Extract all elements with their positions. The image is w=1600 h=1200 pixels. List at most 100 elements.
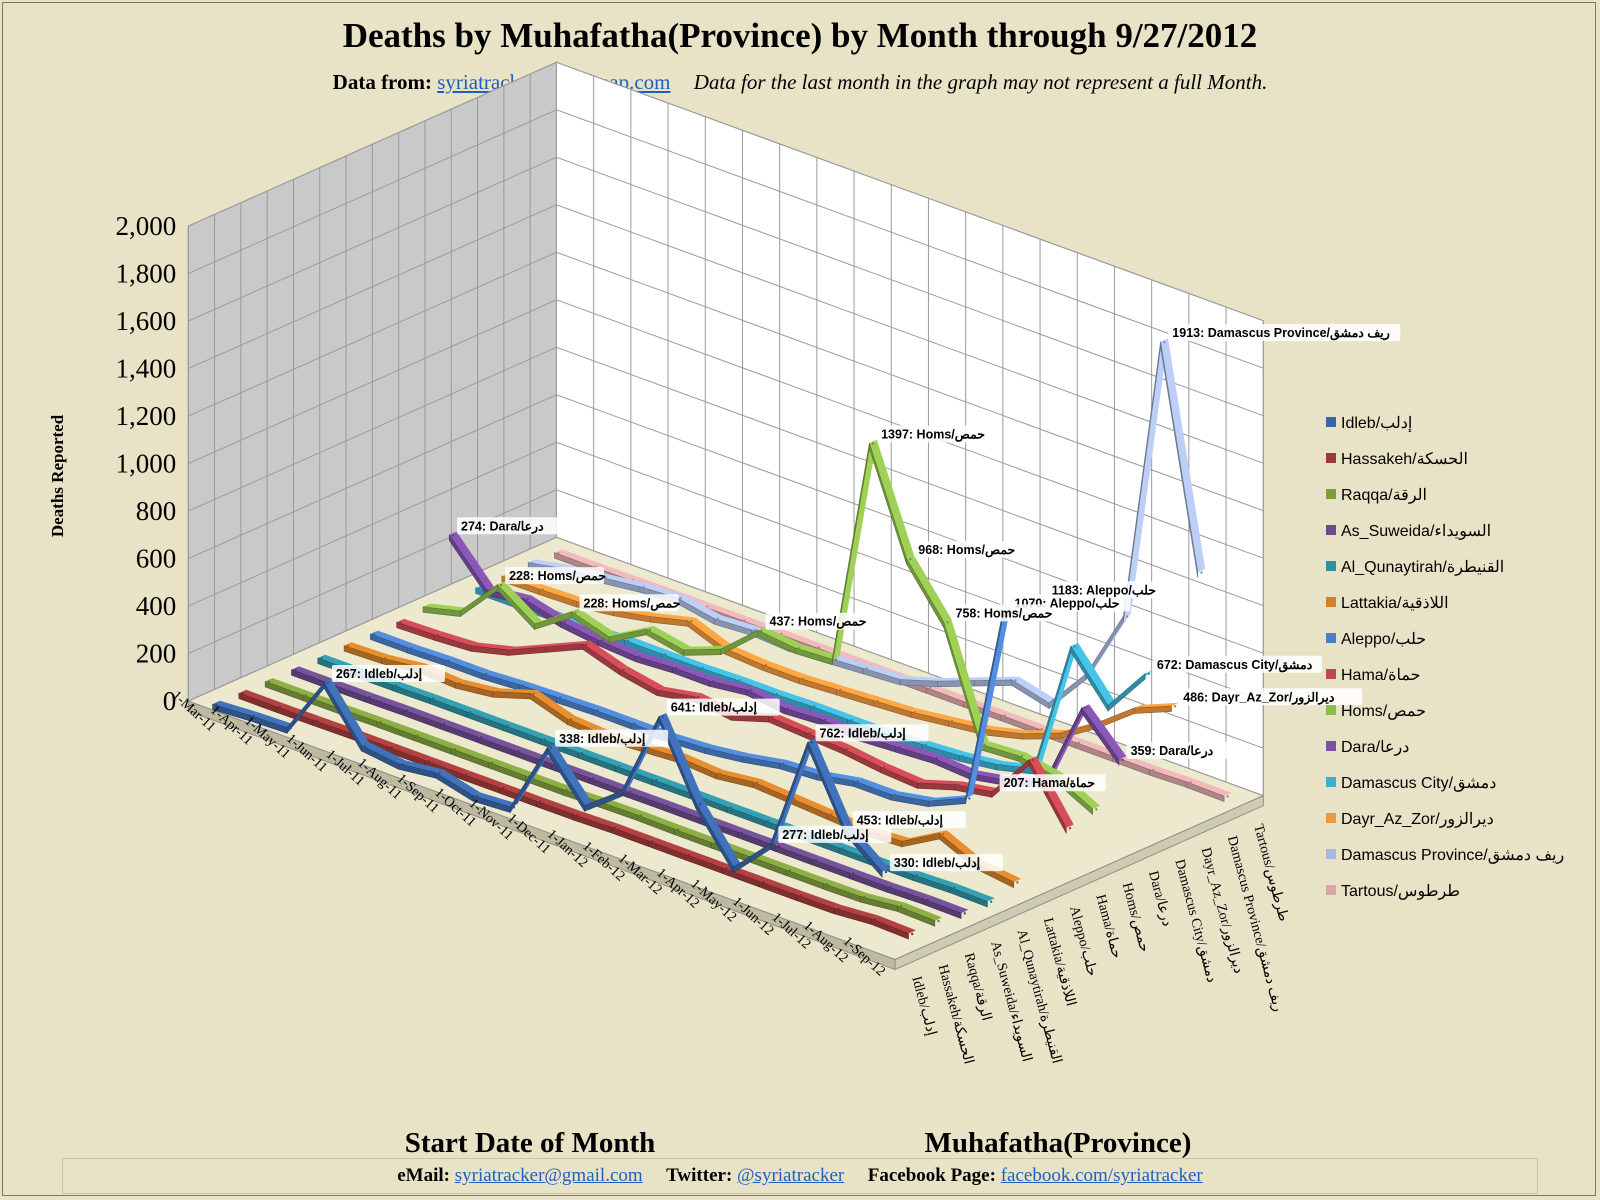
series-segment-top	[1075, 739, 1120, 756]
series-segment-top	[396, 618, 442, 635]
series-segment-top	[659, 713, 704, 804]
data-point	[773, 842, 776, 846]
data-point	[957, 783, 960, 787]
facebook-label: Facebook Page:	[867, 1165, 996, 1186]
y-tick-label: 1,600	[116, 306, 177, 336]
data-point	[707, 747, 711, 750]
chart-title: Deaths by Muhafatha(Province) by Month t…	[342, 16, 1258, 55]
series-al-qunaytirah	[317, 654, 995, 908]
legend-swatch	[1326, 417, 1336, 427]
series-segment-top	[547, 744, 592, 806]
facebook-link[interactable]: facebook.com/syriatracker	[1000, 1165, 1203, 1186]
series-segment-top	[869, 439, 914, 559]
data-point	[438, 771, 441, 775]
legend-label: Lattakia/اللاذقية	[1341, 595, 1449, 612]
series-segment-top	[449, 531, 494, 590]
series-segment-top	[635, 652, 680, 668]
data-label: 1183: Aleppo/حلب	[1047, 581, 1168, 599]
data-point	[988, 728, 991, 732]
data-point	[753, 629, 757, 632]
series-segment-top	[528, 559, 573, 569]
data-point	[278, 705, 281, 709]
series-segment-top	[591, 563, 637, 580]
data-point	[926, 898, 929, 901]
data-point	[929, 686, 932, 690]
twitter-link[interactable]: @syriatracker	[737, 1165, 845, 1186]
data-label: 277: Idleb/إدلب	[778, 825, 892, 843]
series-segment-top	[943, 618, 989, 745]
data-point	[506, 724, 509, 727]
data-point	[679, 597, 682, 600]
data-label: 437: Homs/حمص	[765, 612, 867, 630]
series-as-suweida	[291, 666, 969, 920]
y-axis-ticks: 0 200 400 600 800 1,000 1,200 1,400 1,600 1,800 2,…	[116, 211, 177, 716]
data-point	[893, 793, 897, 797]
series-segment-top	[657, 686, 702, 697]
data-point	[480, 736, 483, 739]
series-segment-top	[451, 745, 496, 763]
series-segment-top	[609, 625, 654, 637]
series-segment-top	[291, 666, 337, 684]
data-label: 968: Homs/حمص	[914, 540, 1016, 558]
email-link[interactable]: syriatracker@gmail.com	[454, 1165, 643, 1186]
data-label-text: 453: Idleb/إدلب	[857, 813, 944, 828]
legend-label: Dara/درعا	[1341, 739, 1409, 756]
data-label: 762: Idleb/إدلب	[815, 724, 929, 742]
series-segment-top	[249, 712, 295, 728]
data-point	[617, 765, 621, 768]
data-point	[383, 657, 387, 660]
series-segment-top	[748, 853, 794, 870]
series-segment-top	[344, 642, 389, 658]
data-point	[788, 869, 791, 872]
series-segment-top	[361, 742, 406, 764]
data-point	[600, 639, 603, 642]
data-point	[490, 761, 494, 764]
series-segment-top	[626, 788, 671, 805]
h-gridline	[188, 536, 1264, 797]
legend-label: As_Suweida/السويداء	[1341, 523, 1491, 540]
series-segment-top	[746, 686, 792, 709]
series-segment-top	[672, 664, 718, 681]
series-segment-top	[473, 792, 518, 807]
data-point	[633, 722, 636, 725]
data-label-text: 267: Idleb/إدلب	[336, 667, 423, 682]
data-point	[653, 615, 656, 619]
series-segment-face	[1160, 341, 1199, 578]
data-point	[464, 773, 467, 776]
data-point	[777, 845, 780, 848]
email-label: eMail:	[397, 1165, 451, 1186]
data-label-bg	[505, 567, 605, 585]
series-segment-top	[381, 654, 426, 667]
legend-item: Aleppo/حلب	[1326, 631, 1426, 648]
data-point	[469, 710, 472, 714]
series-segment-top	[646, 625, 691, 650]
series-segment-top	[834, 905, 879, 919]
series-segment-top	[1000, 711, 1046, 729]
series-segment-top	[753, 778, 798, 799]
data-point	[1003, 714, 1006, 717]
data-label-bg	[778, 825, 892, 843]
series-segment-top	[736, 676, 781, 694]
data-point	[639, 814, 643, 817]
legend-item: Homs/حمص	[1326, 703, 1426, 720]
data-point	[998, 763, 1002, 766]
series-segment-face	[870, 918, 909, 940]
data-point	[676, 828, 680, 831]
series-segment-top	[519, 681, 564, 698]
legend-item: Lattakia/اللاذقية	[1326, 595, 1449, 612]
data-label-text: 1397: Homs/حمص	[881, 428, 985, 443]
series-segment-top	[365, 693, 411, 710]
legend-item: Idleb/إدلب	[1326, 415, 1412, 432]
series-segment-top	[423, 603, 468, 611]
series-segment-top	[913, 871, 958, 888]
series-segment-top	[981, 741, 1026, 756]
data-point	[537, 623, 540, 626]
data-point	[685, 649, 689, 652]
data-label-text: 968: Homs/حمص	[918, 543, 1015, 558]
data-label-text: 1183: Aleppo/حلب	[1052, 583, 1157, 597]
data-point	[924, 743, 927, 746]
series-segment-top	[212, 700, 258, 716]
data-label-bg	[1168, 324, 1401, 342]
series-segment-top	[1186, 778, 1232, 797]
data-point	[410, 646, 413, 650]
